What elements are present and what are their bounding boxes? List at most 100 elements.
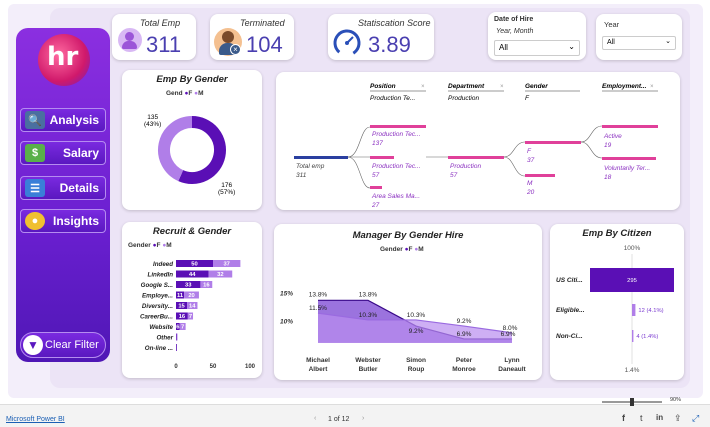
decomp-employment-value: 19 — [604, 142, 612, 149]
recruit-bar-label-f: 6 — [176, 325, 180, 331]
decomp-department-bar[interactable] — [448, 156, 504, 159]
donut-slice-f[interactable] — [158, 116, 193, 182]
legend-m: M — [418, 246, 424, 253]
close-icon[interactable]: × — [650, 84, 654, 90]
citizen-bar-label: 295 — [627, 278, 637, 284]
kpi-terminated-card: Terminated × 104 — [210, 14, 294, 60]
citizen-bar[interactable] — [632, 304, 636, 316]
recruit-bar-m[interactable] — [187, 302, 198, 309]
decomp-employment-bar[interactable] — [602, 157, 656, 160]
citizen-bar[interactable] — [632, 330, 634, 342]
dropdown-value: All — [499, 43, 508, 52]
citizen-bar-label: 12 (4.1%) — [638, 308, 663, 314]
date-of-hire-dropdown[interactable]: All ⌄ — [494, 40, 580, 56]
decomposition-tree-card: Position Production Te... × Department P… — [276, 72, 680, 210]
recruit-bar-m[interactable] — [208, 270, 233, 278]
zoom-slider-thumb[interactable] — [630, 398, 634, 406]
recruit-bar-f[interactable] — [176, 281, 201, 288]
person-cancel-icon: × — [214, 28, 242, 56]
recruit-bar-m[interactable] — [176, 333, 178, 341]
series-m-label: 8.0% — [503, 325, 518, 332]
kpi-value: 3.89 — [368, 32, 411, 57]
legend-m: M — [166, 242, 172, 249]
recruit-bar-f[interactable] — [176, 260, 213, 267]
decomp-employment-value: 18 — [604, 174, 612, 181]
recruit-bar-m[interactable] — [213, 260, 241, 267]
kpi-satisfaction-card: Statiscation Score 3.89 — [328, 14, 434, 60]
logo-text: hr — [47, 42, 79, 72]
gender-donut-chart — [158, 116, 226, 184]
recruit-bar-f[interactable] — [176, 323, 180, 330]
donut-label-f-pct: (43%) — [144, 121, 162, 128]
x-category-label: Michael — [306, 357, 330, 364]
recruit-category-label: Indeed — [153, 261, 173, 268]
close-icon[interactable]: × — [421, 84, 425, 90]
recruit-bar-f[interactable] — [176, 302, 188, 309]
recruit-bar-f[interactable] — [176, 270, 209, 278]
recruit-category-label: LinkedIn — [148, 272, 174, 279]
nav-salary-button[interactable]: $ Salary — [20, 141, 106, 165]
year-dropdown[interactable]: All ⌄ — [602, 36, 676, 50]
decomp-employment-bar[interactable] — [602, 125, 658, 128]
series-f-label: 13.8% — [359, 291, 378, 298]
decomp-employment-label: Active — [603, 133, 622, 140]
recruit-bar-m[interactable] — [200, 281, 213, 288]
y-tick: 15% — [280, 291, 293, 298]
recruit-bar-m[interactable] — [187, 312, 194, 320]
filter-icon: ▼ — [23, 335, 43, 355]
clear-filter-button[interactable]: ▼ Clear Filter — [20, 332, 106, 358]
fullscreen-icon[interactable]: ⤢ — [692, 413, 700, 423]
x-category-label: Albert — [309, 366, 329, 373]
decomp-position-label: Production Tec... — [372, 163, 421, 170]
nav-details-button[interactable]: ☰ Details — [20, 176, 106, 200]
x-category-label: Peter — [456, 357, 473, 364]
connector — [503, 141, 526, 158]
recruit-bar-f[interactable] — [176, 312, 188, 320]
decomp-root-label: Total emp — [296, 163, 325, 170]
recruit-bar-f[interactable] — [176, 333, 177, 341]
prev-page-icon[interactable]: ‹ — [314, 415, 317, 422]
citizen-category-label: US Citi... — [556, 277, 583, 284]
slicer-subtitle: Year, Month — [496, 28, 534, 35]
decomp-root-bar[interactable] — [294, 156, 348, 159]
decomp-position-bar[interactable] — [370, 125, 426, 128]
share-icon[interactable]: ⇪ — [674, 413, 682, 423]
series-f-label: 13.8% — [309, 291, 328, 298]
citizen-category-label: Eligible... — [556, 307, 585, 314]
decomp-position-value: 137 — [372, 140, 383, 147]
linkedin-icon[interactable]: in — [656, 413, 664, 422]
facebook-icon[interactable]: f — [622, 413, 625, 423]
series-m-area[interactable] — [318, 313, 512, 343]
recruit-bar-m[interactable] — [179, 323, 186, 330]
decomp-position-bar[interactable] — [370, 186, 382, 189]
donut-label-m-value: 176 — [221, 182, 233, 189]
citizen-bar[interactable] — [590, 268, 674, 292]
decomposition-tree[interactable]: Position Production Te... × Department P… — [276, 72, 680, 210]
x-category-label: Simon — [406, 357, 426, 364]
decomp-position-label: Production Tec... — [372, 131, 421, 138]
details-icon: ☰ — [25, 179, 45, 197]
legend-f: F — [188, 90, 193, 97]
recruit-bar-f[interactable] — [176, 344, 177, 351]
recruit-bar-m[interactable] — [184, 291, 199, 299]
chart-title: Recruit & Gender — [152, 226, 232, 237]
power-bi-link[interactable]: Microsoft Power BI — [6, 416, 65, 423]
decomp-position-value: 57 — [372, 172, 380, 179]
donut-slice-m[interactable] — [178, 116, 226, 184]
citizen-top-label: 100% — [624, 245, 641, 252]
next-page-icon[interactable]: › — [362, 415, 365, 422]
connector — [503, 156, 526, 177]
connector — [347, 126, 371, 158]
nav-insights-button[interactable]: ● Insights — [20, 209, 106, 233]
twitter-icon[interactable]: t — [640, 413, 643, 423]
decomp-position-bar[interactable] — [370, 156, 394, 159]
decomp-gender-bar[interactable] — [525, 141, 581, 144]
close-icon[interactable]: × — [500, 84, 504, 90]
x-category-label: Butler — [359, 366, 378, 373]
recruit-bar-f[interactable] — [176, 291, 185, 299]
legend-title: Gender — [380, 246, 403, 253]
recruit-bar-label-m: 14 — [189, 304, 196, 310]
decomp-gender-bar[interactable] — [525, 174, 555, 177]
zoom-slider[interactable] — [602, 398, 662, 406]
nav-analysis-button[interactable]: 🔍 Analysis — [20, 108, 106, 132]
